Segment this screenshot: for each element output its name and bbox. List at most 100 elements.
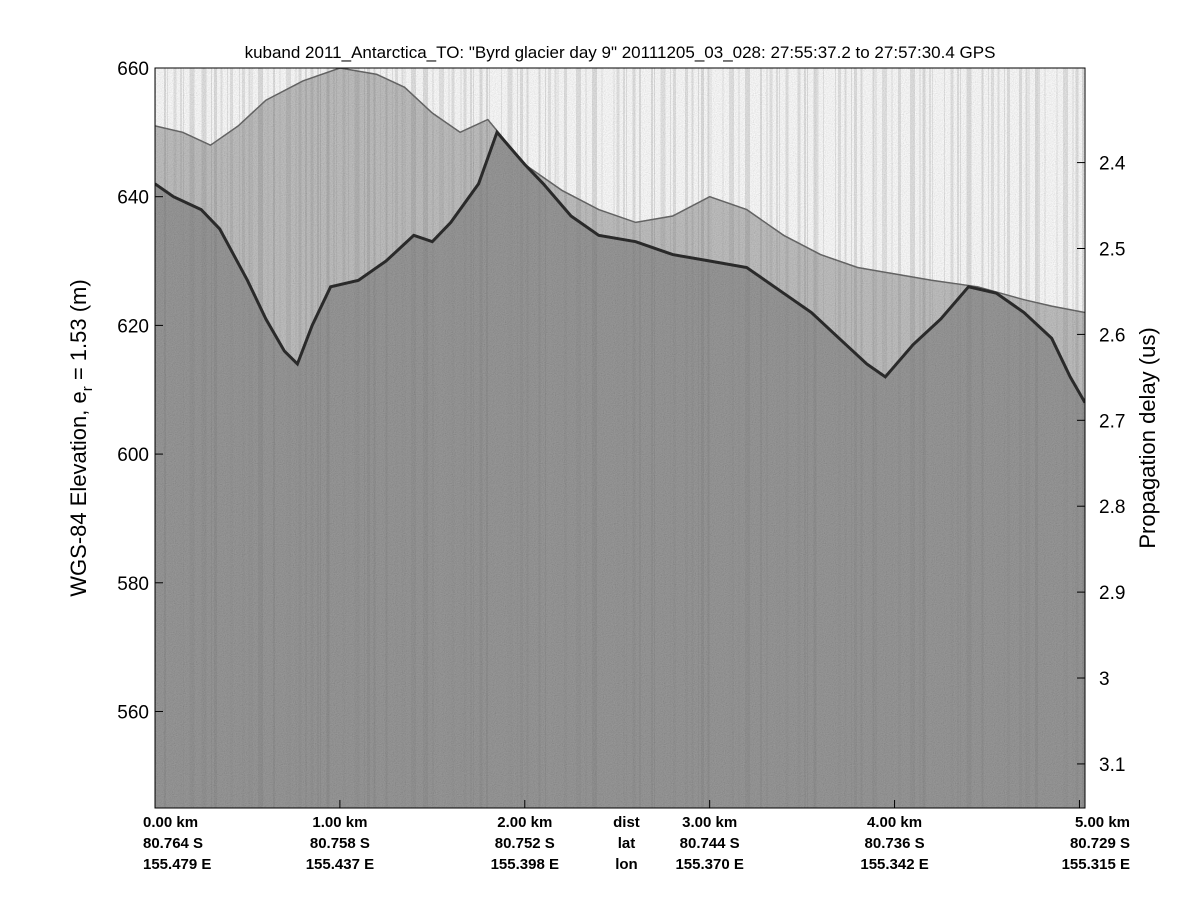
radar-streak: [479, 68, 483, 808]
radar-streak: [180, 68, 182, 808]
radar-streak: [766, 68, 768, 808]
right-tick-label: 2.9: [1099, 583, 1125, 604]
bottom-lon-label: 155.437 E: [306, 856, 374, 873]
radar-streak: [333, 68, 335, 808]
radar-streak: [738, 68, 740, 808]
radar-streak: [432, 68, 434, 808]
radar-streak: [489, 68, 490, 808]
radar-streak: [239, 68, 240, 808]
radar-streak: [507, 68, 511, 808]
bottom-row-name-lat: lat: [618, 835, 636, 852]
radar-streak: [1025, 68, 1028, 808]
radar-streak: [451, 68, 455, 808]
radar-streak: [760, 68, 762, 808]
radar-streak: [173, 68, 177, 808]
radar-streak: [317, 68, 319, 808]
radar-streak: [1038, 68, 1040, 808]
radar-streak: [554, 68, 557, 808]
radar-streak: [701, 68, 704, 808]
radar-streak: [960, 68, 961, 808]
radar-streak: [510, 68, 513, 808]
radar-streak: [1063, 68, 1066, 808]
radar-streak: [804, 68, 806, 808]
right-tick-label: 2.7: [1099, 411, 1125, 432]
internal-layer-reflector: [155, 129, 1085, 404]
radar-streak: [769, 68, 773, 808]
radar-streak: [632, 68, 636, 808]
radar-streak: [298, 68, 302, 808]
radar-streak: [882, 68, 885, 808]
radar-streak: [380, 68, 381, 808]
radar-streak: [932, 68, 933, 808]
radar-streak: [385, 68, 388, 808]
radar-streak: [910, 68, 913, 808]
radar-streak: [698, 68, 699, 808]
radar-streak: [585, 68, 587, 808]
radar-streak: [167, 68, 168, 808]
radar-streak: [601, 68, 603, 808]
radar-streak: [411, 68, 414, 808]
radar-streak: [1075, 68, 1079, 808]
radar-streak: [242, 68, 245, 808]
radar-streak: [463, 68, 467, 808]
radar-streak: [991, 68, 994, 808]
radar-streak: [336, 68, 337, 808]
bottom-lat-label: 80.758 S: [310, 835, 370, 852]
radar-streak: [616, 68, 620, 808]
radar-streak: [835, 68, 836, 808]
radar-streak: [320, 68, 321, 808]
radar-streak: [192, 68, 195, 808]
radar-streak: [950, 68, 954, 808]
radar-streak: [538, 68, 541, 808]
radargram-plot-area: [155, 68, 1085, 808]
radar-streak: [623, 68, 625, 808]
radar-streak: [404, 68, 406, 808]
radar-streak: [813, 68, 817, 808]
radar-streak: [401, 68, 404, 808]
radar-streak: [660, 68, 664, 808]
radar-streak: [460, 68, 462, 808]
right-tick-label: 2.6: [1099, 325, 1125, 346]
radar-streak: [860, 68, 863, 808]
radar-streak: [220, 68, 223, 808]
radar-streak: [732, 68, 734, 808]
radar-streak: [548, 68, 551, 808]
radar-streak: [251, 68, 253, 808]
left-tick-label: 640: [117, 188, 149, 209]
radar-streak: [395, 68, 398, 808]
radar-streak: [981, 68, 984, 808]
bottom-lat-label: 80.764 S: [143, 835, 203, 852]
bottom-lon-label: 155.315 E: [1062, 856, 1130, 873]
radar-streak: [891, 68, 893, 808]
radar-streak: [626, 68, 627, 808]
radar-streak: [214, 68, 217, 808]
radar-streak: [707, 68, 710, 808]
radar-streak: [520, 68, 523, 808]
radar-streak: [526, 68, 529, 808]
radar-streak: [439, 68, 442, 808]
radar-streak: [639, 68, 641, 808]
radar-streak: [898, 68, 901, 808]
radar-streak: [913, 68, 915, 808]
left-tick-label: 620: [117, 316, 149, 337]
radar-streak: [1028, 68, 1030, 808]
radar-streak: [258, 68, 261, 808]
radar-streak: [922, 68, 926, 808]
right-tick-label: 2.4: [1099, 154, 1126, 175]
radar-streak: [1082, 68, 1084, 808]
bottom-dist-label: 0.00 km: [143, 814, 198, 831]
radar-streak: [1072, 68, 1074, 808]
radar-streak: [564, 68, 567, 808]
radar-streak: [286, 68, 289, 808]
bottom-lon-label: 155.370 E: [675, 856, 743, 873]
radar-streak: [1007, 68, 1010, 808]
radar-streak: [279, 68, 281, 808]
radar-streak: [273, 68, 275, 808]
radar-streak: [885, 68, 887, 808]
radar-streak: [844, 68, 847, 808]
radar-streak: [673, 68, 676, 808]
radar-streak: [1035, 68, 1038, 808]
radar-streak: [654, 68, 655, 808]
right-tick-label: 3: [1099, 669, 1110, 690]
